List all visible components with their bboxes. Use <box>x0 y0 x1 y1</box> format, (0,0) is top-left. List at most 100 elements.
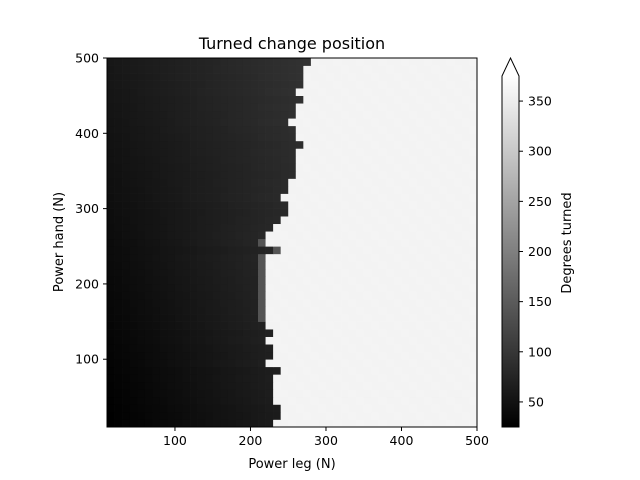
heatmap-cell <box>341 374 349 383</box>
heatmap-cell <box>137 351 146 360</box>
heatmap-cell <box>439 268 448 277</box>
heatmap-cell <box>303 201 312 209</box>
heatmap-cell <box>144 246 153 255</box>
heatmap-cell <box>303 223 312 232</box>
heatmap-cell <box>348 344 357 353</box>
heatmap-cell <box>333 186 342 194</box>
heatmap-cell <box>235 163 244 172</box>
heatmap-cell <box>333 298 342 307</box>
heatmap-cell <box>424 216 433 225</box>
heatmap-cell <box>144 283 153 292</box>
heatmap-cell <box>152 80 161 89</box>
heatmap-cell <box>409 125 417 134</box>
heatmap-cell <box>303 95 312 104</box>
heatmap-cell <box>159 110 168 119</box>
heatmap-cell <box>273 178 282 187</box>
heatmap-cell <box>167 404 176 413</box>
heatmap-cell <box>424 253 433 262</box>
heatmap-cell <box>424 170 433 179</box>
heatmap-cell <box>167 193 176 202</box>
heatmap-cell <box>363 80 372 89</box>
heatmap-cell <box>401 329 410 337</box>
heatmap-cell <box>461 246 470 255</box>
heatmap-cell <box>227 186 236 194</box>
heatmap-cell <box>393 344 402 353</box>
heatmap-cell <box>250 80 259 89</box>
heatmap-cell <box>137 133 146 142</box>
heatmap-cell <box>461 411 470 420</box>
heatmap-cell <box>431 95 440 104</box>
heatmap-cell <box>310 298 319 307</box>
heatmap-cell <box>348 268 357 277</box>
heatmap-cell <box>333 216 342 225</box>
heatmap-cell <box>265 193 274 202</box>
heatmap-cell <box>341 223 349 232</box>
heatmap-cell <box>325 133 334 142</box>
heatmap-cell <box>363 201 372 209</box>
heatmap-cell <box>174 208 183 217</box>
heatmap-cell <box>159 238 168 247</box>
heatmap-cell <box>393 133 402 142</box>
heatmap-cell <box>235 411 244 420</box>
heatmap-cell <box>227 163 236 172</box>
heatmap-cell <box>469 155 478 164</box>
heatmap-cell <box>107 178 115 187</box>
heatmap-cell <box>461 381 470 390</box>
heatmap-cell <box>393 321 402 330</box>
heatmap-cell <box>461 125 470 134</box>
heatmap-cell <box>250 298 259 307</box>
heatmap-cell <box>182 268 191 277</box>
heatmap-cell <box>454 253 463 262</box>
heatmap-cell <box>356 88 365 96</box>
heatmap-cell <box>107 140 115 149</box>
heatmap-cell <box>137 314 146 322</box>
heatmap-cell <box>220 103 229 112</box>
heatmap-cell <box>205 58 214 66</box>
heatmap-cell <box>424 359 433 368</box>
heatmap-cell <box>212 283 221 292</box>
heatmap-cell <box>137 336 146 345</box>
heatmap-cell <box>356 170 365 179</box>
heatmap-cell <box>205 374 214 383</box>
heatmap-cell <box>393 291 402 300</box>
heatmap-cell <box>454 374 463 383</box>
heatmap-cell <box>288 216 297 225</box>
heatmap-cell <box>137 231 146 240</box>
heatmap-cell <box>182 261 191 270</box>
heatmap-cell <box>242 336 251 345</box>
colorbar-extend-arrow <box>502 58 519 76</box>
heatmap-cell <box>114 268 123 277</box>
heatmap-cell <box>431 163 440 172</box>
heatmap-cell <box>288 88 297 96</box>
heatmap-cell <box>137 208 146 217</box>
heatmap-cell <box>265 178 274 187</box>
heatmap-cell <box>439 389 448 398</box>
heatmap-cell <box>295 381 304 390</box>
heatmap-cell <box>152 261 161 270</box>
heatmap-cell <box>258 404 266 413</box>
heatmap-cell <box>469 246 478 255</box>
heatmap-cell <box>235 231 244 240</box>
heatmap-cell <box>416 389 425 398</box>
heatmap-cell <box>144 314 153 322</box>
heatmap-cell <box>122 419 130 428</box>
heatmap-cell <box>227 298 236 307</box>
heatmap-cell <box>129 73 138 81</box>
heatmap-cell <box>174 163 183 172</box>
heatmap-cell <box>265 65 274 74</box>
heatmap-cell <box>265 381 274 390</box>
heatmap-cell <box>129 351 138 360</box>
heatmap-cell <box>258 193 266 202</box>
heatmap-cell <box>401 291 410 300</box>
heatmap-cell <box>242 389 251 398</box>
heatmap-cell <box>227 306 236 315</box>
heatmap-cell <box>174 336 183 345</box>
heatmap-cell <box>325 291 334 300</box>
heatmap-cell <box>363 88 372 96</box>
heatmap-cell <box>363 65 372 74</box>
heatmap-cell <box>378 261 387 270</box>
heatmap-cell <box>295 155 304 164</box>
heatmap-cell <box>273 298 282 307</box>
heatmap-cell <box>280 73 289 81</box>
heatmap-cell <box>295 231 304 240</box>
